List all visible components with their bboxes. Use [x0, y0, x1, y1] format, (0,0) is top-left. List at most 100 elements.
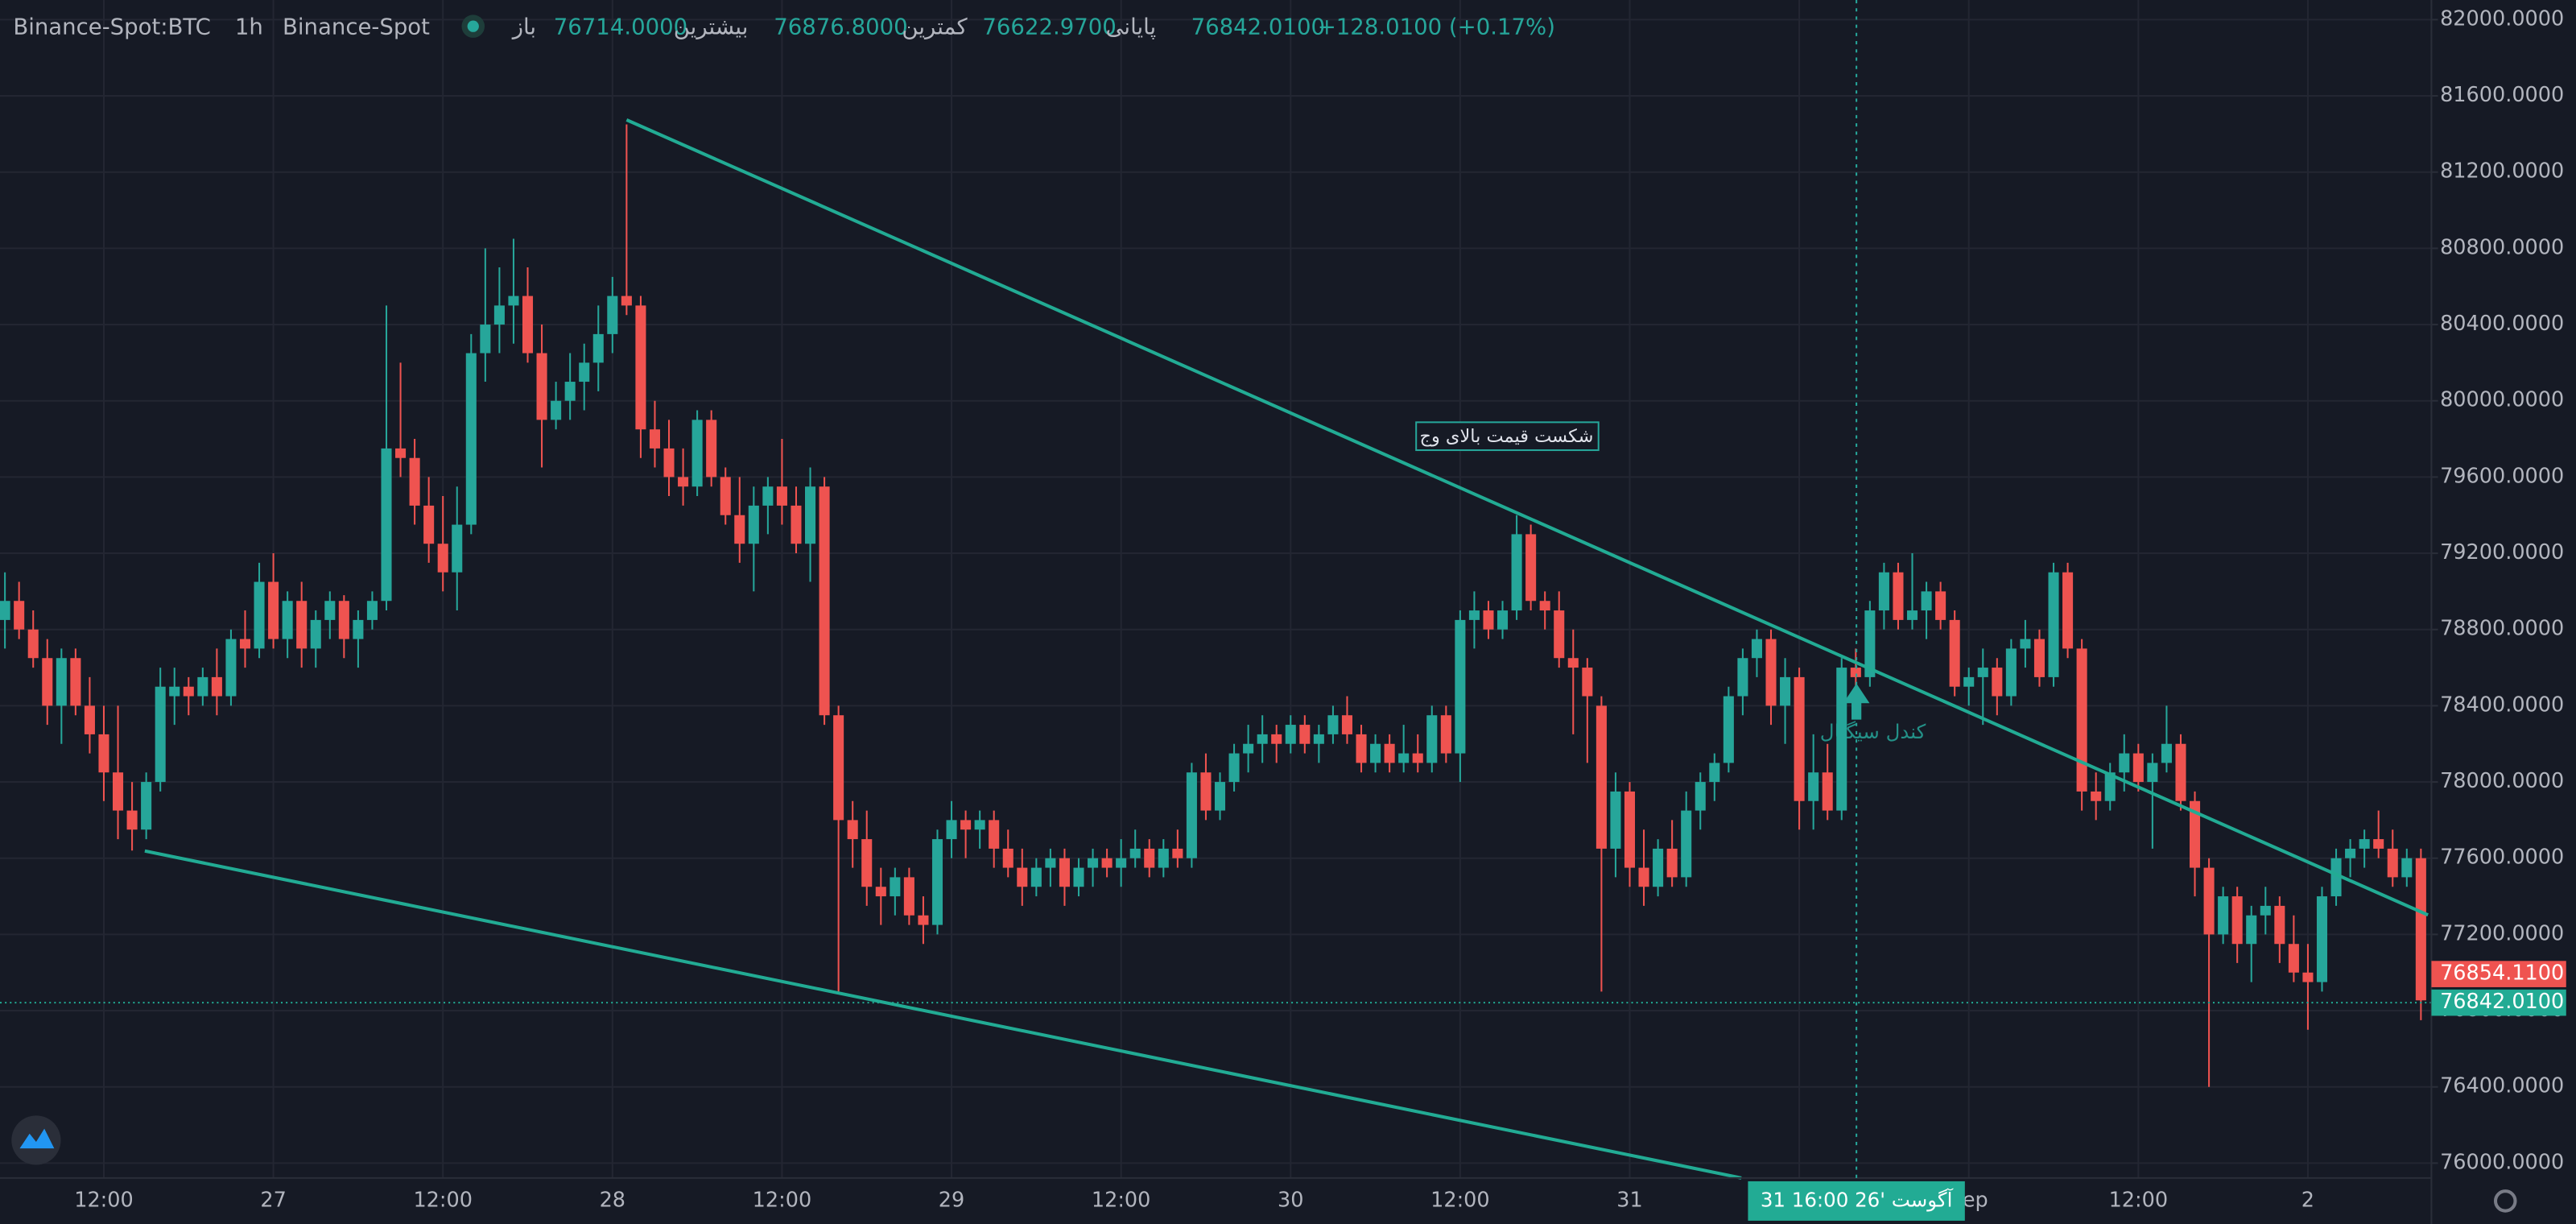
- y-tick-label: 78400.0000: [2440, 693, 2564, 717]
- annotation-box[interactable]: [1415, 421, 1600, 452]
- y-tick-label: 81200.0000: [2440, 159, 2564, 184]
- candle-body: [1271, 734, 1282, 744]
- low-value: 76622.9700: [982, 14, 1116, 40]
- candle-body: [762, 486, 774, 506]
- candle-body: [2345, 848, 2356, 858]
- settings-icon[interactable]: [2493, 1189, 2517, 1213]
- candle-body: [1228, 753, 1240, 783]
- y-tick-label: 82000.0000: [2440, 6, 2564, 31]
- candle-body: [480, 325, 491, 354]
- candle-body: [1370, 743, 1381, 763]
- candle-body: [1158, 848, 1169, 868]
- candle-body: [98, 734, 109, 773]
- annotation-text[interactable]: شکست قیمت بالای وج: [1419, 426, 1593, 447]
- candle-body: [1398, 753, 1410, 763]
- x-tick-label: 28: [600, 1188, 625, 1212]
- candle-body: [1780, 676, 1791, 706]
- candle-body: [1455, 619, 1466, 754]
- candle-body: [1129, 848, 1141, 858]
- x-tick-label: 12:00: [1092, 1188, 1151, 1212]
- candle-body: [2274, 905, 2285, 945]
- candle-body: [1525, 534, 1537, 602]
- candle-body: [551, 400, 562, 420]
- candle-body: [2132, 753, 2144, 783]
- candle-body: [1751, 639, 1762, 659]
- candle-body: [1723, 696, 1734, 763]
- interval[interactable]: 1h: [235, 14, 263, 40]
- candle-body: [2147, 763, 2158, 783]
- candle-body: [2175, 743, 2186, 801]
- candle-body: [1653, 848, 1664, 887]
- candle-body: [2218, 896, 2229, 935]
- candle-body: [296, 601, 308, 649]
- candle-body: [564, 382, 576, 401]
- candle-body: [1681, 810, 1692, 878]
- close-value: 76842.0100: [1191, 14, 1325, 40]
- candle-body: [1794, 676, 1805, 801]
- logo[interactable]: [11, 1115, 61, 1165]
- y-tick-label: 77600.0000: [2440, 846, 2564, 870]
- price-label: 76842.0100: [2440, 990, 2564, 1014]
- y-tick-label: 76400.0000: [2440, 1074, 2564, 1098]
- candle-body: [1935, 591, 1946, 620]
- axes: 76000.000076400.000076800.000077200.0000…: [74, 6, 2566, 1212]
- candle-body: [890, 877, 901, 897]
- trendline: [625, 118, 2429, 917]
- candle-body: [1214, 782, 1226, 811]
- candle-body: [268, 581, 279, 639]
- logo-mark: [19, 1128, 55, 1149]
- candle-body: [0, 601, 10, 620]
- candle-body: [84, 705, 95, 734]
- candle-body: [1624, 791, 1636, 868]
- x-tick-label: 27: [260, 1188, 286, 1212]
- candle-body: [197, 676, 208, 697]
- candle-body: [1539, 601, 1550, 611]
- change: +128.0100 (+0.17%): [1318, 14, 1555, 40]
- candle-body: [282, 601, 293, 639]
- candle-body: [1172, 848, 1183, 858]
- signal-arrow[interactable]: [1843, 683, 1870, 720]
- price-label: 76854.1100: [2440, 961, 2564, 986]
- x-tick-label: 12:00: [1430, 1188, 1490, 1212]
- candle-body: [2091, 791, 2102, 801]
- candle-body: [1893, 572, 1904, 620]
- candle-body: [579, 362, 590, 382]
- candle-body: [423, 505, 435, 544]
- candle-body: [2260, 905, 2271, 916]
- crosshair-time: 31 آگوست '26 16:00: [1761, 1188, 1954, 1211]
- candle-body: [1313, 734, 1324, 744]
- x-tick-label: 12:00: [2109, 1188, 2169, 1212]
- candle-body: [1610, 791, 1621, 849]
- candle-body: [2330, 858, 2342, 897]
- candle-body: [1017, 867, 1028, 887]
- candle-body: [2104, 772, 2116, 801]
- candle-body: [861, 839, 873, 887]
- candle-body: [1949, 619, 1960, 687]
- signal-text[interactable]: کندل سیگنال: [1820, 720, 1926, 743]
- candle-body: [2401, 858, 2413, 878]
- x-tick-label: 12:00: [413, 1188, 473, 1212]
- candle-body: [1299, 725, 1311, 744]
- price-label-box: [2431, 961, 2566, 987]
- candle-body: [1257, 734, 1268, 744]
- candle-body: [2119, 753, 2130, 773]
- candle-body: [1596, 705, 1607, 849]
- candle-body: [1963, 676, 1975, 687]
- candle-body: [1327, 715, 1339, 734]
- candle-body: [56, 658, 67, 706]
- candle-body: [1638, 867, 1649, 887]
- candle-body: [2373, 839, 2384, 849]
- candle-body: [1567, 658, 1579, 668]
- candle-body: [691, 420, 703, 487]
- open-label: باز: [511, 14, 536, 40]
- candle-body: [1440, 715, 1451, 754]
- candle-body: [169, 686, 180, 697]
- candle-body: [42, 658, 53, 706]
- candle-body: [1695, 782, 1706, 811]
- candle-body: [1088, 858, 1099, 868]
- y-tick-label: 76000.0000: [2440, 1150, 2564, 1174]
- symbol[interactable]: Binance-Spot:BTC: [13, 14, 211, 40]
- candle-body: [1412, 753, 1423, 763]
